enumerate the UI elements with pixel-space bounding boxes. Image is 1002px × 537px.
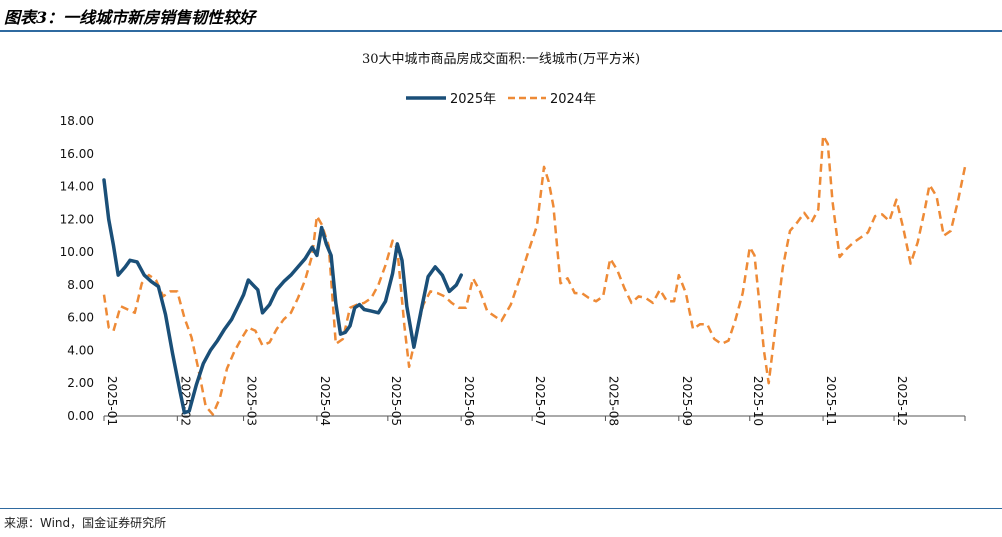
legend-label-2024: 2024年	[550, 92, 596, 107]
y-tick-label: 14.00	[60, 180, 94, 194]
x-tick-label: 2025-10	[751, 376, 765, 426]
source-note: 来源：Wind，国金证券研究所	[4, 516, 167, 530]
x-tick-label: 2025-04	[318, 376, 332, 426]
x-tick-label: 2025-05	[389, 376, 403, 426]
axes: 0.00 2.00 4.00 6.00 8.00 10.00 12.00 14.00 16.00…	[60, 114, 966, 426]
x-tick-label: 2025-06	[462, 376, 476, 426]
series-line-2024	[102, 134, 967, 416]
x-tick-label: 2025-03	[245, 376, 259, 426]
y-tick-label: 8.00	[67, 278, 94, 292]
x-tick-label: 2025-02	[178, 376, 192, 426]
bottom-divider	[0, 508, 1002, 509]
top-divider	[0, 30, 1002, 32]
y-tick-label: 6.00	[67, 311, 94, 325]
x-tick-label: 2025-07	[533, 376, 547, 426]
x-tick-label: 2025-11	[824, 376, 838, 426]
y-tick-label: 2.00	[67, 376, 94, 390]
chart-title: 30大中城市商品房成交面积:一线城市(万平方米)	[361, 52, 641, 67]
y-tick-label: 16.00	[60, 147, 94, 161]
y-tick-label: 12.00	[60, 212, 94, 226]
figure-title: 图表3：一线城市新房销售韧性较好	[4, 8, 256, 27]
series-line-2025	[102, 178, 463, 415]
y-tick-label: 18.00	[60, 114, 94, 128]
x-tick-label: 2025-01	[105, 376, 119, 426]
y-tick-label: 10.00	[60, 245, 94, 259]
y-tick-label: 0.00	[67, 409, 94, 423]
y-tick-label: 4.00	[67, 343, 94, 357]
legend-label-2025: 2025年	[450, 92, 496, 107]
x-tick-label: 2025-08	[606, 376, 620, 426]
legend: 2025年 2024年	[406, 92, 596, 107]
x-tick-label: 2025-12	[895, 376, 909, 426]
x-tick-label: 2025-09	[680, 376, 694, 426]
series-layer	[102, 134, 967, 416]
